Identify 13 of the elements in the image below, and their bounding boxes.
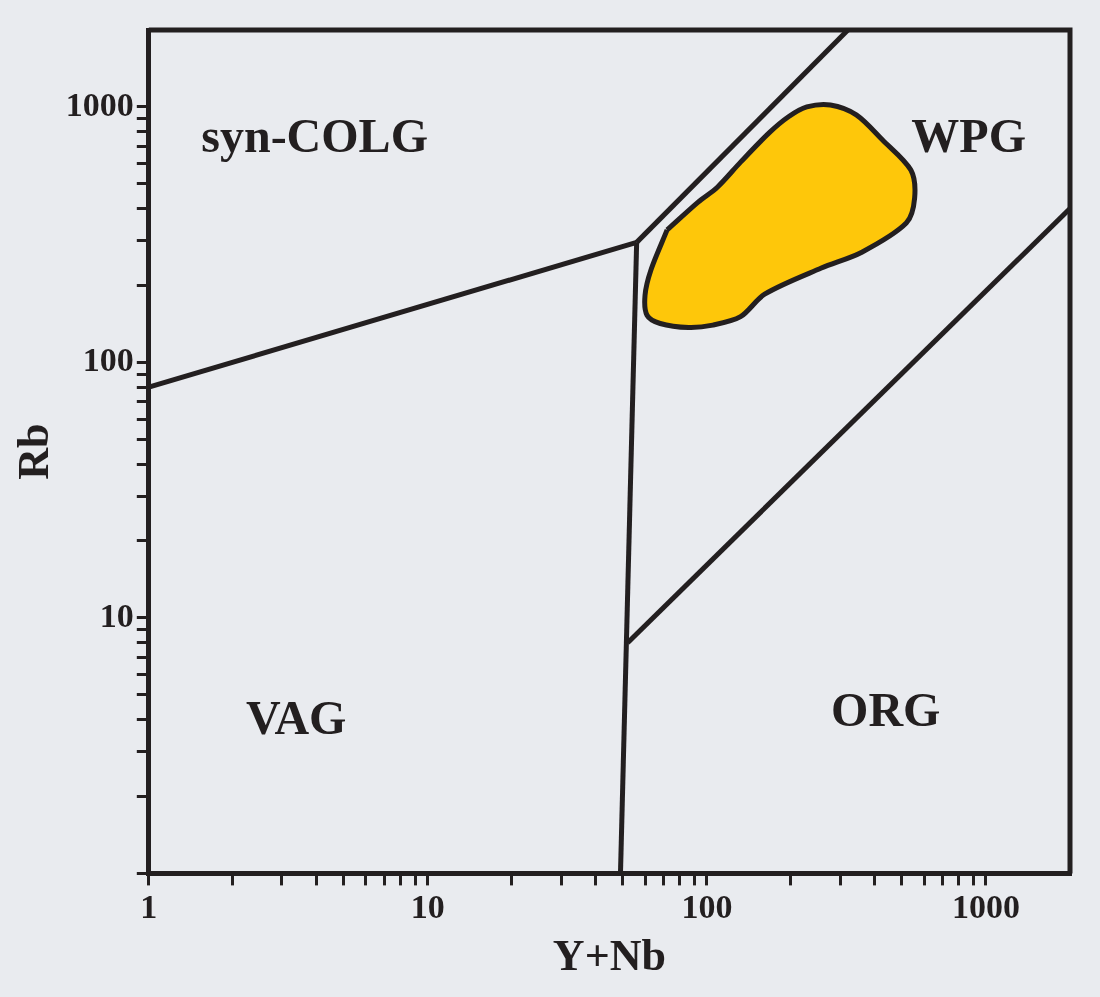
annotation: VAG	[245, 690, 347, 744]
x-tick-label: 100	[681, 887, 733, 925]
x-tick-label: 1000	[951, 887, 1020, 925]
annotation: ORG	[831, 682, 941, 736]
annotation: syn-COLG	[201, 109, 428, 163]
x-tick-label: 1	[140, 887, 158, 925]
y-tick-label: 10	[99, 596, 134, 634]
y-tick-label: 100	[82, 341, 134, 379]
x-axis-title: Y+Nb	[552, 930, 666, 980]
y-axis-title: Rb	[8, 423, 58, 480]
annotation: WPG	[911, 109, 1026, 163]
x-tick-label: 10	[410, 887, 445, 925]
y-tick-label: 1000	[65, 85, 134, 123]
